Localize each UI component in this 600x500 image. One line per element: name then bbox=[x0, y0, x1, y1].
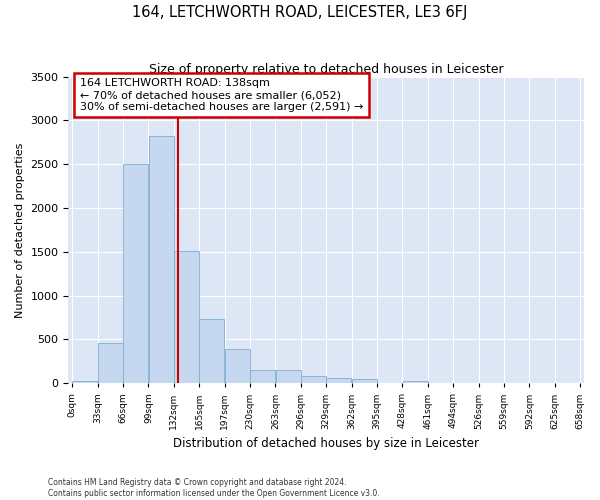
Bar bbox=[199, 320, 224, 384]
Bar bbox=[403, 380, 428, 384]
Bar bbox=[250, 370, 275, 384]
Bar bbox=[326, 378, 352, 384]
Bar bbox=[301, 376, 326, 384]
Bar bbox=[225, 349, 250, 384]
Bar bbox=[98, 343, 123, 384]
Bar bbox=[123, 164, 148, 384]
Title: Size of property relative to detached houses in Leicester: Size of property relative to detached ho… bbox=[149, 62, 503, 76]
Bar bbox=[73, 381, 97, 384]
Text: 164, LETCHWORTH ROAD, LEICESTER, LE3 6FJ: 164, LETCHWORTH ROAD, LEICESTER, LE3 6FJ bbox=[133, 5, 467, 20]
Bar bbox=[352, 379, 377, 384]
Y-axis label: Number of detached properties: Number of detached properties bbox=[15, 142, 25, 318]
Bar bbox=[174, 251, 199, 384]
X-axis label: Distribution of detached houses by size in Leicester: Distribution of detached houses by size … bbox=[173, 437, 479, 450]
Text: Contains HM Land Registry data © Crown copyright and database right 2024.
Contai: Contains HM Land Registry data © Crown c… bbox=[48, 478, 380, 498]
Bar bbox=[149, 136, 173, 384]
Text: 164 LETCHWORTH ROAD: 138sqm
← 70% of detached houses are smaller (6,052)
30% of : 164 LETCHWORTH ROAD: 138sqm ← 70% of det… bbox=[80, 78, 364, 112]
Bar bbox=[275, 370, 301, 384]
